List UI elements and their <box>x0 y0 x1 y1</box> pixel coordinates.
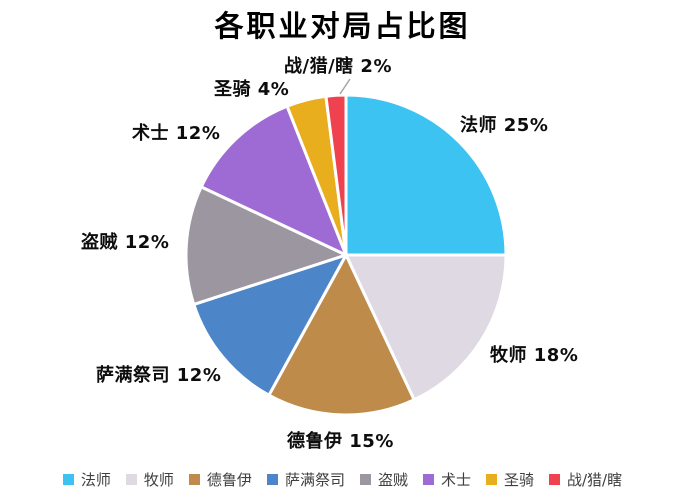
legend-swatch-priest <box>125 473 137 485</box>
slice-label-warlock: 术士 12% <box>132 123 221 144</box>
legend-item-priest[interactable]: 牧师 <box>125 469 174 490</box>
legend-swatch-rogue <box>359 473 371 485</box>
legend-item-paladin[interactable]: 圣骑 <box>485 469 534 490</box>
pie-slice-druid[interactable] <box>267 253 416 417</box>
legend-item-shaman[interactable]: 萨满祭司 <box>266 469 345 490</box>
slice-label-rogue: 盗贼 12% <box>81 232 170 253</box>
legend-label-mage: 法师 <box>80 470 111 489</box>
slice-label-shaman: 萨满祭司 12% <box>96 365 222 386</box>
slice-label-paladin: 圣骑 4% <box>214 79 290 100</box>
legend-item-rogue[interactable]: 盗贼 <box>359 469 408 490</box>
legend-label-rogue: 盗贼 <box>377 470 408 489</box>
pie-slice-shaman[interactable] <box>192 253 348 397</box>
legend-swatch-warlock <box>422 473 434 485</box>
slice-label-warrior-hunter-dh: 战/猎/瞎 2% <box>284 56 392 77</box>
legend-swatch-shaman <box>266 473 278 485</box>
legend-swatch-druid <box>188 473 200 485</box>
legend-label-warrior-hunter-dh: 战/猎/瞎 <box>567 470 623 489</box>
legend-item-mage[interactable]: 法师 <box>62 469 111 490</box>
legend: 法师 牧师 德鲁伊 萨满祭司 盗贼 术士 圣骑 战/猎/瞎 <box>0 467 685 491</box>
legend-label-priest: 牧师 <box>143 470 174 489</box>
leader-line <box>339 78 351 95</box>
legend-swatch-paladin <box>485 473 497 485</box>
legend-item-warlock[interactable]: 术士 <box>422 469 471 490</box>
legend-label-paladin: 圣骑 <box>503 470 534 489</box>
legend-label-druid: 德鲁伊 <box>206 470 252 489</box>
legend-swatch-warrior-hunter-dh <box>549 473 560 485</box>
legend-item-druid[interactable]: 德鲁伊 <box>188 469 252 490</box>
pie-slice-rogue[interactable] <box>184 185 348 306</box>
pie-slice-warlock[interactable] <box>199 104 348 257</box>
chart-title: 各职业对局占比图 <box>214 9 471 43</box>
legend-item-warrior-hunter-dh[interactable]: 战/猎/瞎 <box>549 469 622 490</box>
slice-label-priest: 牧师 18% <box>490 345 579 366</box>
slice-label-mage: 法师 25% <box>460 115 549 136</box>
pie-slice-priest[interactable] <box>344 253 508 402</box>
pie-slice-warrior-hunter-dh[interactable] <box>324 93 348 257</box>
legend-label-warlock: 术士 <box>440 470 471 489</box>
slice-label-druid: 德鲁伊 15% <box>287 431 394 452</box>
pie-slice-mage[interactable] <box>344 93 508 257</box>
legend-swatch-mage <box>62 473 74 485</box>
legend-label-shaman: 萨满祭司 <box>284 470 345 489</box>
